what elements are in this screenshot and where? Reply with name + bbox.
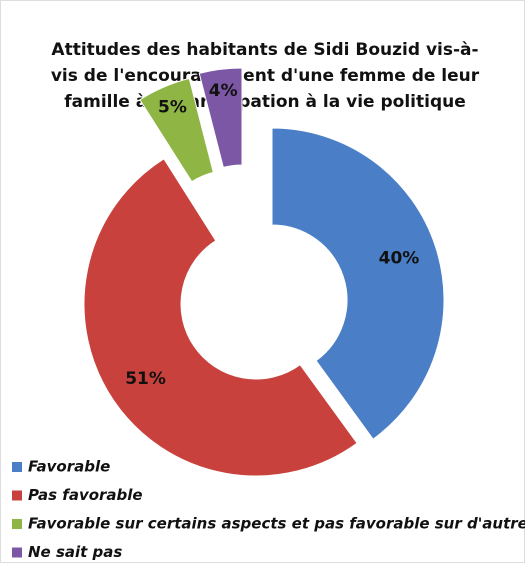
legend-swatch: [12, 490, 22, 501]
data-label: 51%: [125, 369, 166, 389]
legend-swatch: [12, 519, 22, 529]
donut-segment: [83, 158, 358, 477]
chart-title: vis de l'encouragement d'une femme de le…: [51, 66, 480, 86]
data-label: 4%: [209, 81, 238, 101]
legend-swatch: [12, 462, 22, 472]
data-label: 5%: [158, 97, 187, 117]
donut-segment: [198, 67, 243, 168]
legend-label: Ne sait pas: [28, 543, 122, 561]
data-label: 40%: [379, 249, 420, 269]
legend-label: Favorable sur certains aspects et pas fa…: [28, 515, 525, 533]
donut-segment: [139, 77, 214, 183]
chart-title: famille à la participation à la vie poli…: [64, 92, 466, 112]
chart-title: Attitudes des habitants de Sidi Bouzid v…: [51, 40, 478, 60]
legend-label: Favorable: [28, 458, 110, 476]
legend-label: Pas favorable: [28, 486, 143, 504]
legend-swatch: [12, 547, 22, 558]
donut-segment: [271, 127, 445, 440]
